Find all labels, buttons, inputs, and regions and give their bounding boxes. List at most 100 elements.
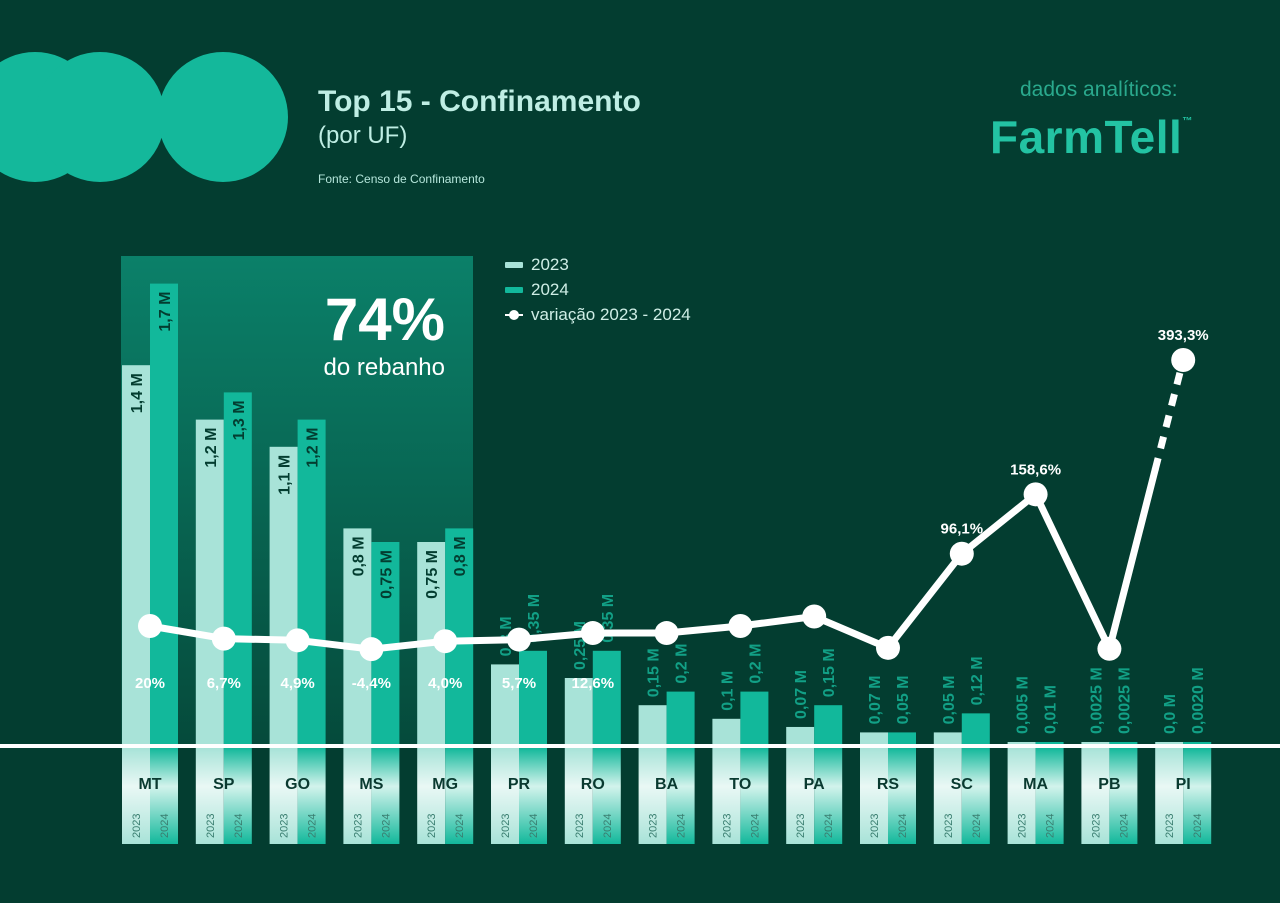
bar-2023-pa bbox=[786, 726, 815, 746]
cap-2023-ro bbox=[564, 748, 593, 844]
bar-label-2024-sc: 0,12 M bbox=[969, 656, 986, 705]
year-tag-2023-ba: 2023 bbox=[648, 814, 660, 838]
cap-2023-to bbox=[712, 748, 741, 844]
bar-label-2023-pb: 0,0025 M bbox=[1088, 667, 1105, 734]
bar-label-2023-ba: 0,15 M bbox=[646, 648, 663, 697]
bar-2023-go bbox=[269, 446, 298, 746]
bar-2024-to bbox=[740, 691, 769, 746]
cap-2024-pb bbox=[1109, 748, 1138, 844]
bar-2023-ba bbox=[638, 705, 667, 746]
bar-2024-ba bbox=[666, 691, 695, 746]
cap-2023-pr bbox=[491, 748, 519, 844]
legend-label-2024: 2024 bbox=[531, 279, 569, 299]
year-tag-2024-pi: 2024 bbox=[1192, 814, 1204, 838]
bar-2024-go bbox=[297, 419, 326, 746]
category-label-go: GO bbox=[285, 776, 310, 793]
highlight-callout: 74% do rebanho bbox=[290, 285, 445, 381]
year-tag-2024-ro: 2024 bbox=[602, 814, 614, 838]
cap-2023-rs bbox=[860, 748, 888, 844]
cap-2024-mg bbox=[445, 748, 474, 844]
bar-label-2024-rs: 0,05 M bbox=[895, 675, 912, 724]
bar-label-2024-ms: 0,75 M bbox=[378, 550, 395, 599]
category-label-to: TO bbox=[729, 776, 751, 793]
decor-circle-2 bbox=[35, 52, 165, 182]
category-label-pa: PA bbox=[804, 776, 825, 793]
cap-2023-pa bbox=[786, 748, 815, 844]
year-tag-2024-pb: 2024 bbox=[1118, 814, 1130, 838]
year-tag-2023-pr: 2023 bbox=[500, 814, 512, 838]
variation-line bbox=[146, 490, 1113, 653]
category-label-pb: PB bbox=[1098, 776, 1120, 793]
brand-tm: ™ bbox=[1182, 116, 1193, 127]
variation-label-pi: 393,3% bbox=[1158, 327, 1209, 344]
variation-point-mt bbox=[138, 614, 162, 638]
legend-item-variation: variação 2023 - 2024 bbox=[505, 302, 691, 327]
cap-2023-go bbox=[269, 748, 298, 844]
cap-2024-rs bbox=[888, 748, 916, 844]
chart-subtitle: (por UF) bbox=[318, 122, 408, 149]
cap-2024-sp bbox=[223, 748, 252, 844]
year-tag-2023-pi: 2023 bbox=[1164, 814, 1176, 838]
bar-label-2023-sc: 0,05 M bbox=[941, 675, 958, 724]
category-label-rs: RS bbox=[877, 776, 900, 793]
cap-2024-ba bbox=[666, 748, 695, 844]
category-label-mt: MT bbox=[138, 776, 161, 793]
chart-source: Fonte: Censo de Confinamento bbox=[318, 172, 485, 186]
brand-kicker: dados analíticos: bbox=[1020, 78, 1178, 101]
bar-label-2023-go: 1,1 M bbox=[277, 455, 294, 495]
year-tag-2023-ma: 2023 bbox=[1017, 814, 1029, 838]
bar-label-2023-ms: 0,8 M bbox=[350, 536, 367, 576]
variation-label-ms: -4,4% bbox=[352, 675, 391, 692]
bar-label-2024-pr: 0,35 M bbox=[526, 594, 543, 643]
cap-2024-sc bbox=[961, 748, 990, 844]
legend-label-2023: 2023 bbox=[531, 254, 569, 274]
year-tag-2024-ms: 2024 bbox=[380, 814, 392, 838]
bar-2023-to bbox=[712, 718, 741, 746]
year-tag-2023-pa: 2023 bbox=[795, 814, 807, 838]
variation-point-rs bbox=[876, 635, 900, 660]
bar-2023-sp bbox=[195, 419, 224, 746]
bar-2023-rs bbox=[860, 732, 888, 746]
variation-label-ma: 158,6% bbox=[1010, 461, 1061, 478]
bar-label-2023-pi: 0,0 M bbox=[1162, 694, 1179, 734]
variation-point-pi bbox=[1171, 348, 1196, 372]
highlight-label: do rebanho bbox=[323, 354, 445, 381]
variation-point-mg bbox=[433, 629, 458, 654]
bar-2024-pr bbox=[519, 650, 547, 746]
bar-label-2023-to: 0,1 M bbox=[719, 671, 736, 711]
cap-2023-mg bbox=[417, 748, 446, 844]
cap-2024-pr bbox=[519, 748, 547, 844]
bar-2023-mt bbox=[122, 365, 150, 746]
legend-label-variation: variação 2023 - 2024 bbox=[531, 304, 691, 324]
legend-swatch-2023 bbox=[505, 261, 523, 268]
cap-2023-pi bbox=[1155, 748, 1184, 844]
bar-label-2024-pi: 0,0020 M bbox=[1190, 667, 1207, 734]
variation-point-sc bbox=[949, 541, 974, 566]
bar-label-2024-to: 0,2 M bbox=[747, 644, 764, 684]
variation-point-pa bbox=[802, 604, 827, 629]
category-label-sp: SP bbox=[213, 776, 235, 793]
bar-label-2024-sp: 1,3 M bbox=[231, 400, 248, 440]
bar-2024-sp bbox=[223, 392, 252, 746]
variation-line-break bbox=[1105, 466, 1159, 653]
variation-point-pr bbox=[507, 627, 531, 652]
year-tag-2023-sp: 2023 bbox=[205, 814, 217, 838]
cap-2024-to bbox=[740, 748, 769, 844]
brand-logo: FarmTell™ bbox=[990, 110, 1193, 164]
year-tag-2023-mg: 2023 bbox=[426, 814, 438, 838]
year-tag-2023-sc: 2023 bbox=[943, 814, 955, 838]
year-tag-2024-pa: 2024 bbox=[823, 814, 835, 838]
variation-point-to bbox=[728, 614, 753, 638]
year-tag-2024-ba: 2024 bbox=[676, 814, 688, 838]
year-tag-2023-mt: 2023 bbox=[131, 814, 143, 838]
bar-label-2024-go: 1,2 M bbox=[305, 428, 322, 468]
bar-2024-ro bbox=[592, 650, 621, 746]
bar-label-2024-mg: 0,8 M bbox=[452, 536, 469, 576]
bar-2023-pr bbox=[491, 664, 519, 746]
bar-2024-pa bbox=[814, 705, 843, 746]
bar-2023-ro bbox=[564, 678, 593, 746]
legend-swatch-2024 bbox=[505, 286, 523, 293]
cap-2024-pi bbox=[1183, 748, 1212, 844]
year-tag-2023-pb: 2023 bbox=[1090, 814, 1102, 838]
